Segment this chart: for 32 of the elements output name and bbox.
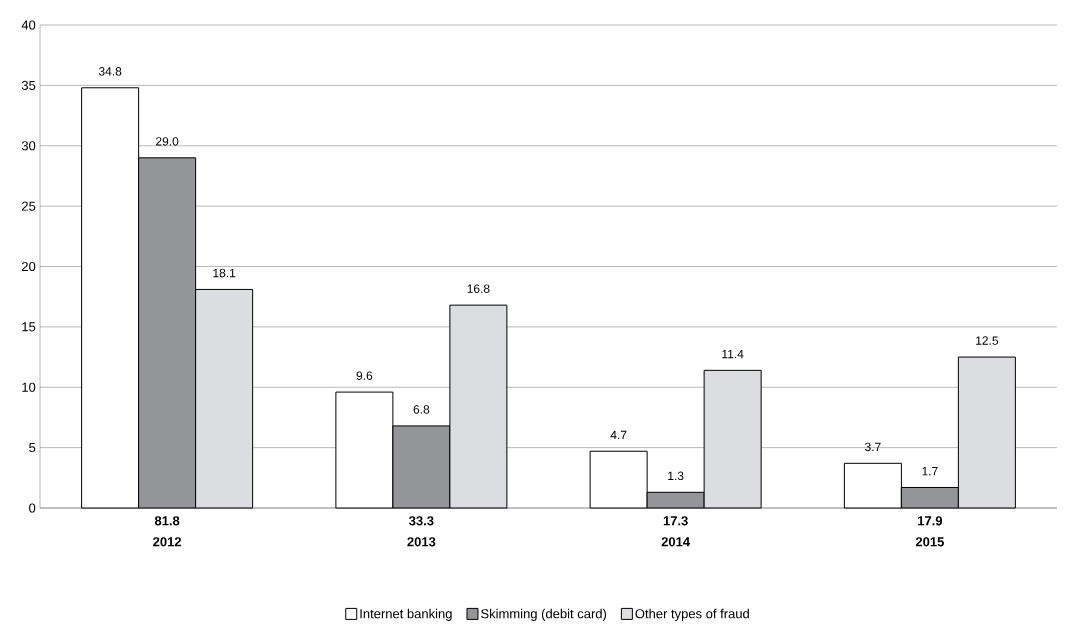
y-tick-label: 40 [21, 20, 36, 30]
data-label: 1.7 [922, 467, 938, 476]
data-label: 12.5 [976, 336, 999, 345]
data-label: 4.7 [610, 430, 627, 440]
legend-label: Internet banking [360, 608, 452, 621]
data-label: 18.1 [213, 268, 236, 278]
data-label: 34.8 [98, 67, 122, 76]
x-tick-label: 2013 [407, 537, 436, 547]
legend-label: Other types of fraud [635, 608, 749, 621]
y-tick-label: 20 [22, 261, 36, 272]
y-tick-label: 35 [21, 80, 36, 90]
x-tick-label: 2012 [153, 537, 182, 547]
data-label: 6.8 [413, 405, 430, 414]
data-label: 1.3 [668, 471, 684, 481]
legend-label: Skimming (debit card) [481, 608, 607, 621]
data-label: 29.0 [156, 137, 179, 146]
y-tick-label: 30 [21, 141, 36, 151]
total-label: 81.8 [154, 516, 180, 526]
data-label: 9.6 [356, 371, 373, 380]
y-tick-label: 25 [22, 201, 36, 211]
data-label: 3.7 [865, 442, 881, 452]
total-label: 17.9 [918, 516, 943, 526]
data-label: 11.4 [722, 349, 744, 359]
y-tick-label: 5 [29, 443, 36, 453]
y-tick-label: 15 [22, 322, 36, 332]
y-tick-label: 0 [29, 503, 36, 513]
x-tick-label: 2015 [915, 537, 944, 547]
y-tick-label: 10 [22, 382, 36, 392]
data-label: 16.8 [467, 284, 490, 293]
total-label: 33.3 [409, 516, 434, 526]
x-tick-label: 2014 [661, 537, 691, 547]
total-label: 17.3 [663, 516, 688, 526]
